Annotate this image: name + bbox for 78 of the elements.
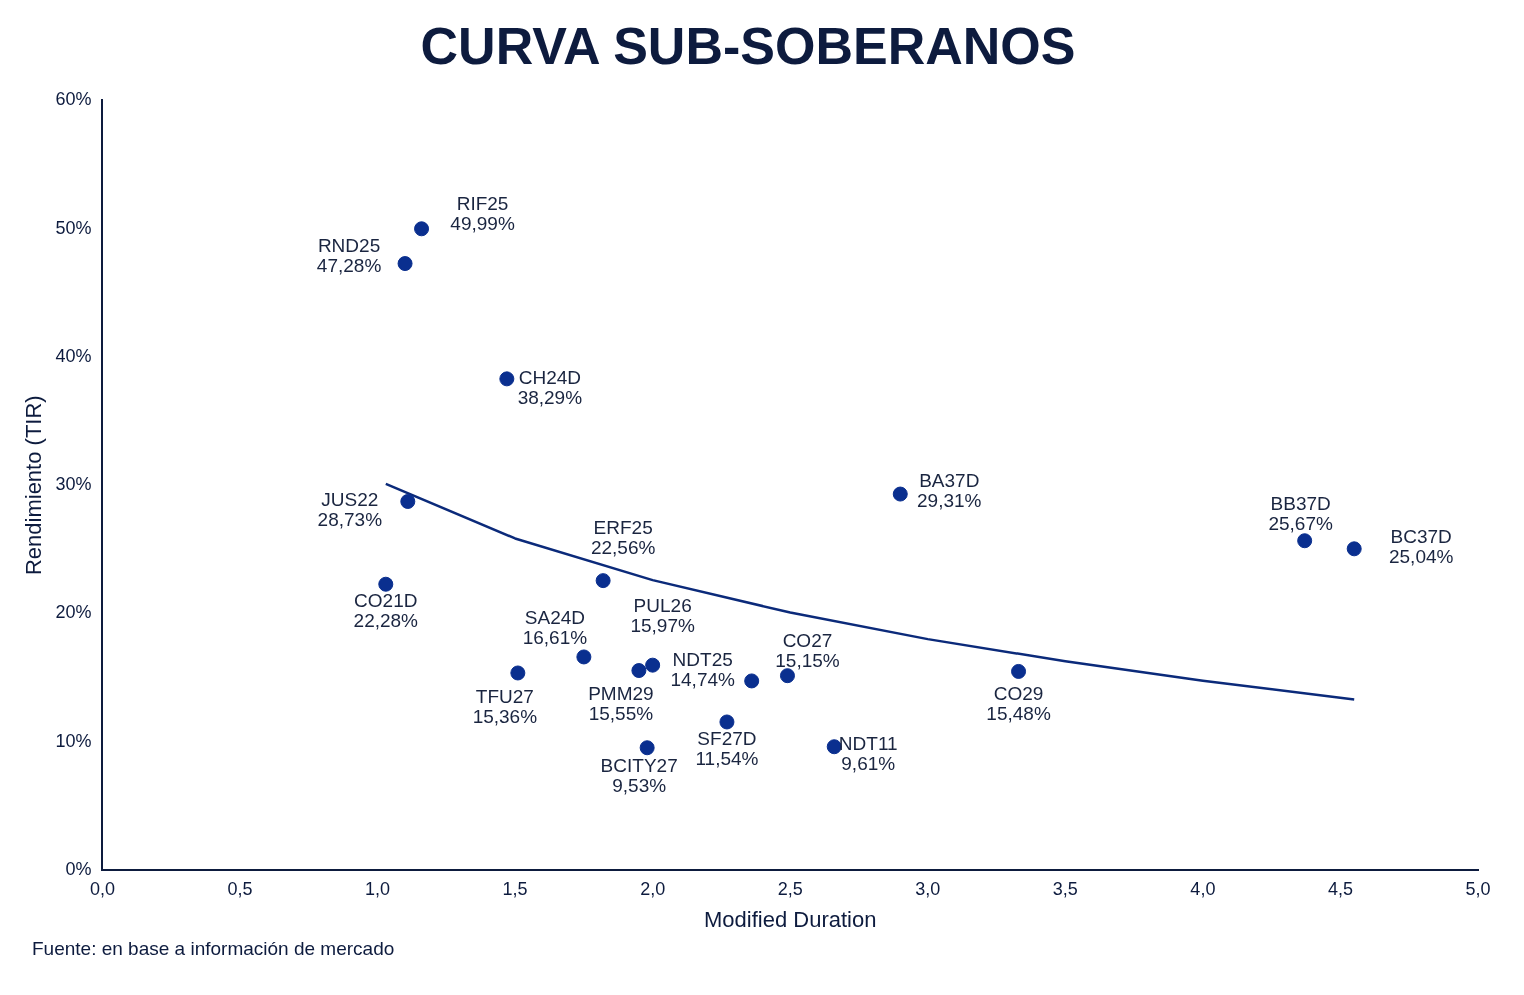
source-note: Fuente: en base a información de mercado xyxy=(32,938,396,960)
annotation: RIF25 xyxy=(456,193,509,215)
data-label: 28,73% xyxy=(317,508,383,530)
x-tick-label: 3,5 xyxy=(1052,878,1078,899)
point xyxy=(576,649,592,665)
point xyxy=(892,486,908,502)
data-label: 47,28% xyxy=(316,254,382,276)
point xyxy=(719,714,735,730)
data-label: 11,54% xyxy=(695,748,759,770)
x-tick-label: 0,5 xyxy=(227,878,253,899)
annotation: PUL26 xyxy=(633,595,692,617)
point xyxy=(1011,663,1027,679)
point xyxy=(1346,541,1362,557)
y-tick-label: 20% xyxy=(55,602,92,623)
data-label: 25,67% xyxy=(1268,512,1333,534)
x-tick-label: 4,5 xyxy=(1327,878,1353,899)
point xyxy=(378,576,394,592)
point xyxy=(595,573,611,589)
annotation: ERF25 xyxy=(593,516,653,538)
data-label: 15,36% xyxy=(472,706,538,728)
annotation: NDT11 xyxy=(838,732,898,754)
point xyxy=(414,221,430,237)
x-tick-label: 5,0 xyxy=(1465,878,1491,899)
point xyxy=(510,665,526,681)
x-tick-label: 2,0 xyxy=(640,878,666,899)
annotation: CH24D xyxy=(518,367,581,389)
annotation: NDT25 xyxy=(672,649,733,671)
y-tick-label: 50% xyxy=(55,217,92,238)
annotation: SA24D xyxy=(524,607,585,629)
point xyxy=(400,493,416,509)
chart-title: CURVA SUB-SOBERANOS xyxy=(420,16,1076,75)
data-label: 9,53% xyxy=(612,775,667,796)
data-label: 49,99% xyxy=(450,213,515,235)
data-label: 38,29% xyxy=(517,387,583,409)
annotation: PMM29 xyxy=(588,682,654,704)
data-label: 22,56% xyxy=(590,536,656,558)
point xyxy=(397,256,413,272)
annotation: TFU27 xyxy=(475,686,534,708)
data-label: 16,61% xyxy=(522,627,588,649)
point xyxy=(1297,533,1313,549)
x-tick-label: 4,0 xyxy=(1190,878,1216,899)
data-label: 15,55% xyxy=(588,702,654,724)
y-axis-title: Rendimiento (TIR) xyxy=(21,395,47,576)
x-axis-title: Modified Duration xyxy=(703,906,877,932)
annotation: JUS22 xyxy=(321,488,379,510)
point xyxy=(744,673,760,689)
annotation: BC37D xyxy=(1390,526,1452,548)
x-tick-label: 1,0 xyxy=(365,878,391,899)
point xyxy=(645,657,661,673)
y-tick-label: 10% xyxy=(55,730,92,751)
point xyxy=(631,663,647,679)
annotation: SF27D xyxy=(697,728,757,750)
data-label: 29,31% xyxy=(917,490,982,512)
data-label: 15,97% xyxy=(630,615,695,637)
data-label: 15,48% xyxy=(986,702,1051,724)
annotation: CO29 xyxy=(993,682,1044,704)
y-tick-label: 40% xyxy=(55,345,92,366)
data-label: 9,61% xyxy=(841,752,896,774)
point xyxy=(826,739,842,755)
annotation: BCITY27 xyxy=(600,755,678,776)
data-label: 14,74% xyxy=(670,669,736,691)
data-label: 22,28% xyxy=(353,610,419,632)
data-label: 15,15% xyxy=(775,649,840,671)
annotation: BA37D xyxy=(919,470,980,492)
x-tick-label: 3,0 xyxy=(915,878,941,899)
data-label: 25,04% xyxy=(1388,546,1454,568)
annotation: BB37D xyxy=(1270,492,1331,514)
annotation: CO21D xyxy=(354,590,418,612)
x-tick-label: 1,5 xyxy=(502,878,528,899)
annotation: RND25 xyxy=(317,234,381,256)
annotation: CO27 xyxy=(782,629,833,651)
y-tick-label: 0% xyxy=(65,858,92,879)
x-tick-label: 0,0 xyxy=(89,878,115,899)
point xyxy=(639,740,655,756)
y-tick-label: 30% xyxy=(55,474,92,495)
x-tick-label: 2,5 xyxy=(777,878,803,899)
y-tick-label: 60% xyxy=(55,89,92,110)
point xyxy=(499,371,515,387)
